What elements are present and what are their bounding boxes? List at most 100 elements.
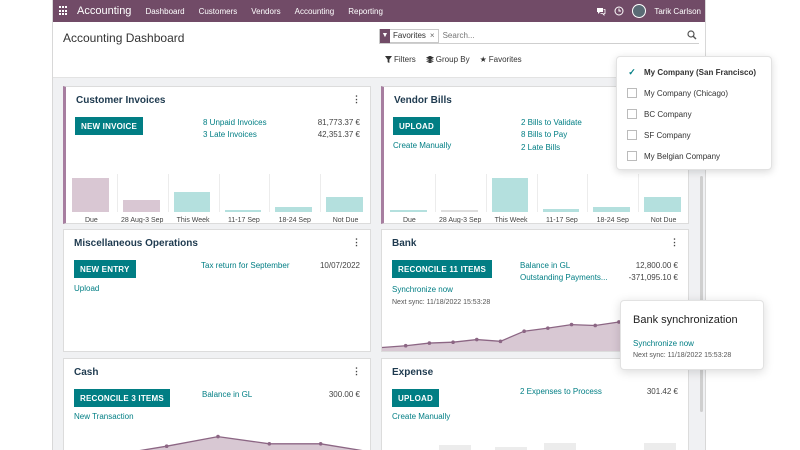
upload-link[interactable]: Upload	[74, 284, 100, 293]
synchronize-now-link[interactable]: Synchronize now	[392, 285, 453, 294]
chart-bar[interactable]	[644, 196, 681, 212]
filters-button[interactable]: Filters	[385, 55, 416, 64]
more-options-icon[interactable]: ⋮	[352, 94, 361, 104]
company-label: SF Company	[644, 130, 691, 140]
checkbox[interactable]	[627, 130, 637, 140]
card-title[interactable]: Miscellaneous Operations	[74, 238, 198, 249]
line-chart-point	[617, 320, 621, 324]
chart-bar[interactable]	[224, 210, 262, 212]
company-option[interactable]: BC Company	[627, 109, 692, 119]
search-options: Filters Group By ★ Favorites	[385, 55, 522, 64]
line-chart-point	[318, 442, 323, 446]
user-name[interactable]: Tarik Carlson	[654, 6, 701, 16]
balance-gl-link[interactable]: Balance in GL	[202, 390, 253, 399]
card-title[interactable]: Bank	[392, 238, 417, 249]
chart-gridline	[536, 174, 538, 212]
cash-card: Cash ⋮ RECONCILE 3 ITEMS New Transaction…	[63, 358, 371, 450]
more-options-icon[interactable]: ⋮	[670, 237, 679, 247]
expense-chart-bar	[495, 447, 527, 450]
chart-gridline	[269, 174, 271, 212]
card-title[interactable]: Expense	[392, 367, 434, 378]
card-title[interactable]: Vendor Bills	[394, 95, 452, 106]
invoices-bar-chart: Due 28 Aug-3 Sep This Week 11-17 Sep 18-24 S…	[66, 174, 370, 224]
menu-accounting[interactable]: Accounting	[294, 6, 335, 16]
search-icon[interactable]	[687, 30, 697, 40]
menu-reporting[interactable]: Reporting	[348, 6, 383, 16]
reconcile-button[interactable]: RECONCILE 3 ITEMS	[74, 389, 170, 407]
late-bills-link[interactable]: 2 Late Bills	[521, 143, 561, 152]
more-options-icon[interactable]: ⋮	[352, 366, 361, 376]
filter-icon: ▼	[380, 28, 390, 43]
line-chart-point	[451, 340, 455, 344]
remove-facet-icon[interactable]: ×	[429, 31, 435, 40]
scrollbar[interactable]	[700, 176, 703, 412]
checkbox[interactable]	[627, 109, 637, 119]
balance-gl-link[interactable]: Balance in GL	[520, 261, 571, 270]
checkbox[interactable]	[627, 151, 637, 161]
create-manually-link[interactable]: Create Manually	[393, 141, 452, 150]
checkbox[interactable]	[627, 88, 637, 98]
line-chart-point	[427, 341, 432, 345]
card-title[interactable]: Cash	[74, 367, 99, 378]
chart-bar[interactable]	[122, 200, 160, 212]
chart-bar[interactable]	[173, 191, 211, 212]
expenses-to-process-link[interactable]: 2 Expenses to Process	[520, 387, 602, 396]
popup-title: Bank synchronization	[633, 314, 738, 326]
line-chart-point	[267, 442, 272, 446]
tax-return-link[interactable]: Tax return for September	[201, 261, 290, 270]
line-chart-point	[546, 326, 550, 330]
favorites-facet[interactable]: ▼ Favorites ×	[379, 28, 439, 43]
bank-sync-popup: Bank synchronization Synchronize now Nex…	[620, 300, 764, 370]
new-invoice-button[interactable]: NEW INVOICE	[75, 117, 143, 135]
company-option[interactable]: SF Company	[627, 130, 691, 140]
bills-to-pay-link[interactable]: 8 Bills to Pay	[521, 130, 568, 139]
apps-menu-icon[interactable]	[59, 6, 69, 16]
chart-gridline	[320, 174, 322, 212]
chart-bar[interactable]	[593, 206, 631, 212]
chart-bar[interactable]	[390, 210, 427, 212]
synchronize-now-link[interactable]: Synchronize now	[633, 339, 694, 348]
new-entry-button[interactable]: NEW ENTRY	[74, 260, 136, 278]
chart-x-label: 18-24 Sep	[278, 217, 311, 224]
new-transaction-link[interactable]: New Transaction	[74, 412, 134, 421]
chat-icon[interactable]	[596, 6, 606, 16]
chart-bar[interactable]	[440, 210, 478, 212]
create-manually-link[interactable]: Create Manually	[392, 412, 451, 421]
company-option[interactable]: ✓ My Company (San Francisco)	[627, 67, 756, 77]
menu-vendors[interactable]: Vendors	[251, 6, 281, 16]
chart-bar[interactable]	[491, 178, 529, 212]
late-invoices-link[interactable]: 3 Late Invoices	[203, 130, 257, 139]
chart-bar[interactable]	[326, 196, 363, 212]
chart-gridline	[434, 174, 436, 212]
company-option[interactable]: My Belgian Company	[627, 151, 720, 161]
app-brand[interactable]: Accounting	[77, 5, 132, 17]
company-option[interactable]: My Company (Chicago)	[627, 88, 728, 98]
outstanding-payments-link[interactable]: Outstanding Payments...	[520, 273, 608, 282]
more-options-icon[interactable]: ⋮	[352, 237, 361, 247]
group-by-button[interactable]: Group By	[425, 55, 470, 64]
unpaid-invoices-link[interactable]: 8 Unpaid Invoices	[203, 118, 267, 127]
bills-to-validate-link[interactable]: 2 Bills to Validate	[521, 118, 582, 127]
card-title[interactable]: Customer Invoices	[76, 95, 166, 106]
reconcile-button[interactable]: RECONCILE 11 ITEMS	[392, 260, 493, 278]
avatar[interactable]	[632, 4, 647, 18]
filters-label: Filters	[394, 55, 416, 64]
upload-button[interactable]: UPLOAD	[392, 389, 439, 407]
search-input[interactable]	[442, 31, 663, 40]
chart-x-label: This Week	[176, 217, 210, 224]
favorites-button[interactable]: ★ Favorites	[480, 55, 522, 64]
balance-gl-amount: 12,800.00 €	[635, 261, 678, 270]
clock-icon[interactable]	[614, 6, 624, 16]
company-label: BC Company	[644, 109, 692, 119]
line-chart-area	[143, 436, 359, 450]
company-switcher-dropdown: ✓ My Company (San Francisco) My Company …	[616, 56, 772, 170]
line-chart-point	[522, 329, 526, 333]
chart-x-label: Not Due	[332, 217, 359, 224]
menu-dashboard[interactable]: Dashboard	[145, 6, 185, 16]
chart-bar[interactable]	[542, 208, 580, 212]
upload-button[interactable]: UPLOAD	[393, 117, 440, 135]
chart-bar[interactable]	[72, 178, 109, 212]
chart-bar[interactable]	[275, 206, 313, 212]
menu-customers[interactable]: Customers	[198, 6, 238, 16]
chart-x-label: 28 Aug-3 Sep	[439, 217, 482, 224]
